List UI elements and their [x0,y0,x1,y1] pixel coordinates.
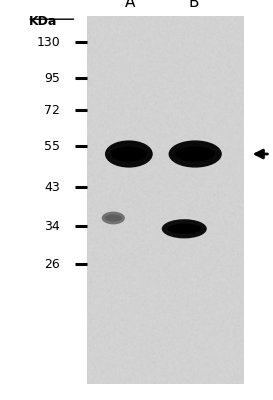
Ellipse shape [162,219,207,238]
Text: 130: 130 [36,36,60,48]
Text: B: B [189,0,199,10]
Ellipse shape [105,140,153,168]
Text: 72: 72 [44,104,60,116]
Text: 34: 34 [44,220,60,233]
Text: 26: 26 [44,258,60,270]
Text: 43: 43 [44,181,60,194]
Text: KDa: KDa [29,15,57,28]
Ellipse shape [105,214,122,222]
Text: 55: 55 [44,140,60,152]
Text: A: A [124,0,135,10]
Ellipse shape [111,146,147,162]
Ellipse shape [102,212,125,224]
Ellipse shape [168,140,222,168]
Ellipse shape [175,146,215,162]
Ellipse shape [167,224,201,234]
Text: 95: 95 [44,72,60,84]
